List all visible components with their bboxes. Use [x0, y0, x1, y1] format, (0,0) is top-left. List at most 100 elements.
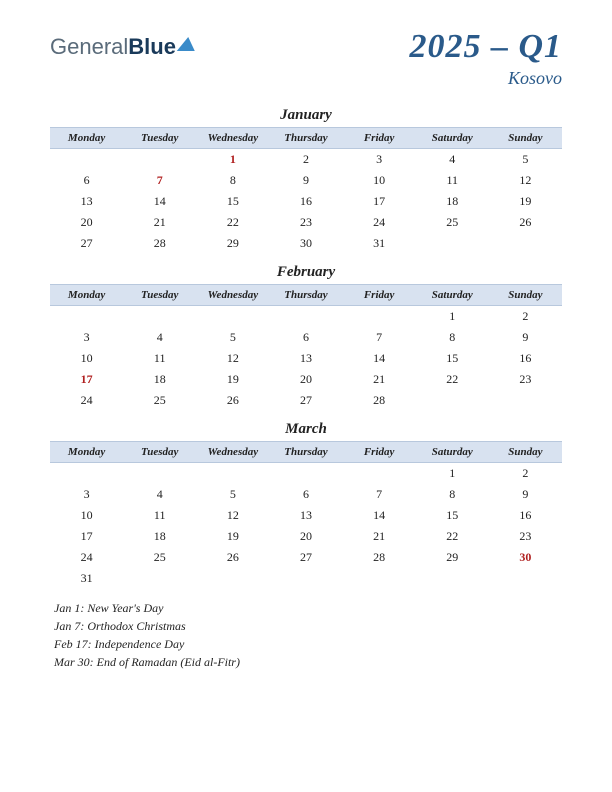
calendar-cell: 9: [489, 327, 562, 348]
calendar-cell: 6: [50, 170, 123, 191]
calendar-cell: [196, 568, 269, 589]
calendar-cell: 24: [50, 547, 123, 568]
calendar-cell: 10: [343, 170, 416, 191]
calendar-cell: 10: [50, 348, 123, 369]
calendar-cell: 29: [196, 233, 269, 254]
calendar-cell: 18: [123, 369, 196, 390]
calendar-cell: 12: [196, 348, 269, 369]
calendar-cell: 6: [269, 327, 342, 348]
calendar-cell: [50, 463, 123, 485]
day-header: Sunday: [489, 285, 562, 306]
calendar-cell: 13: [50, 191, 123, 212]
calendar-cell: 15: [416, 505, 489, 526]
calendar-cell: [123, 149, 196, 171]
calendar-row: 12: [50, 463, 562, 485]
calendar-cell: 11: [123, 505, 196, 526]
calendar-cell: 14: [343, 348, 416, 369]
month-block: March MondayTuesdayWednesdayThursdayFrida…: [50, 421, 562, 589]
calendar-row: 12: [50, 306, 562, 328]
calendar-cell: 17: [50, 369, 123, 390]
logo-text-blue: Blue: [128, 34, 176, 60]
calendar-cell: 31: [343, 233, 416, 254]
calendar-cell: 26: [196, 390, 269, 411]
day-header: Thursday: [269, 442, 342, 463]
calendar-cell: 15: [196, 191, 269, 212]
calendar-cell: 27: [269, 390, 342, 411]
calendar-row: 13141516171819: [50, 191, 562, 212]
calendar-table: MondayTuesdayWednesdayThursdayFridaySatu…: [50, 441, 562, 589]
logo-text-general: General: [50, 34, 128, 60]
calendar-cell: 8: [416, 484, 489, 505]
day-header: Monday: [50, 285, 123, 306]
calendar-cell: 21: [343, 369, 416, 390]
calendar-row: 12345: [50, 149, 562, 171]
day-header: Saturday: [416, 128, 489, 149]
calendar-cell: [123, 306, 196, 328]
day-header: Thursday: [269, 128, 342, 149]
day-header: Wednesday: [196, 285, 269, 306]
calendar-row: 2728293031: [50, 233, 562, 254]
calendar-cell: [196, 463, 269, 485]
day-header: Tuesday: [123, 442, 196, 463]
calendar-cell: 16: [489, 348, 562, 369]
calendar-cell: 24: [343, 212, 416, 233]
calendar-cell: 5: [196, 484, 269, 505]
day-header: Tuesday: [123, 128, 196, 149]
calendar-cell: 7: [343, 327, 416, 348]
calendar-row: 3456789: [50, 484, 562, 505]
header: GeneralBlue 2025 – Q1 Kosovo: [50, 28, 562, 89]
calendar-cell: 22: [416, 526, 489, 547]
month-block: JanuaryMondayTuesdayWednesdayThursdayFri…: [50, 107, 562, 254]
calendar-cell: 15: [416, 348, 489, 369]
calendar-cell: 3: [50, 327, 123, 348]
calendar-cell: 18: [416, 191, 489, 212]
calendar-cell: 25: [123, 390, 196, 411]
calendar-cell: 9: [269, 170, 342, 191]
calendar-cell: 21: [343, 526, 416, 547]
calendar-cell: 13: [269, 348, 342, 369]
calendar-cell: 21: [123, 212, 196, 233]
holiday-entry: Feb 17: Independence Day: [54, 635, 562, 653]
calendar-cell: 23: [489, 526, 562, 547]
holiday-entry: Jan 1: New Year's Day: [54, 599, 562, 617]
calendar-cell: 20: [269, 526, 342, 547]
logo-triangle-icon: [177, 37, 197, 51]
month-name: March: [50, 421, 562, 438]
calendar-cell: 1: [196, 149, 269, 171]
month-name: January: [50, 107, 562, 124]
calendar-cell: 8: [196, 170, 269, 191]
calendar-cell: 17: [343, 191, 416, 212]
calendar-cell: 14: [343, 505, 416, 526]
calendar-cell: 30: [489, 547, 562, 568]
calendar-cell: 7: [123, 170, 196, 191]
title-block: 2025 – Q1 Kosovo: [409, 28, 562, 89]
calendar-cell: 31: [50, 568, 123, 589]
calendar-cell: 16: [269, 191, 342, 212]
calendar-cell: 22: [196, 212, 269, 233]
title-sub: Kosovo: [409, 68, 562, 89]
calendar-cell: [343, 568, 416, 589]
calendar-cell: [269, 463, 342, 485]
calendar-cell: 1: [416, 463, 489, 485]
calendar-cell: 8: [416, 327, 489, 348]
calendar-row: 17181920212223: [50, 369, 562, 390]
calendar-cell: 17: [50, 526, 123, 547]
calendar-row: 20212223242526: [50, 212, 562, 233]
calendar-cell: [269, 568, 342, 589]
calendar-cell: 19: [196, 369, 269, 390]
calendar-cell: 4: [123, 484, 196, 505]
calendar-cell: 4: [123, 327, 196, 348]
calendar-cell: 5: [489, 149, 562, 171]
day-header: Wednesday: [196, 128, 269, 149]
holidays-list: Jan 1: New Year's DayJan 7: Orthodox Chr…: [50, 599, 562, 671]
day-header: Friday: [343, 128, 416, 149]
calendar-cell: [50, 306, 123, 328]
calendar-cell: 7: [343, 484, 416, 505]
calendar-cell: 12: [489, 170, 562, 191]
calendar-cell: 28: [123, 233, 196, 254]
calendar-row: 10111213141516: [50, 505, 562, 526]
day-header: Thursday: [269, 285, 342, 306]
calendar-cell: 3: [50, 484, 123, 505]
calendar-cell: 27: [50, 233, 123, 254]
logo: GeneralBlue: [50, 34, 196, 60]
